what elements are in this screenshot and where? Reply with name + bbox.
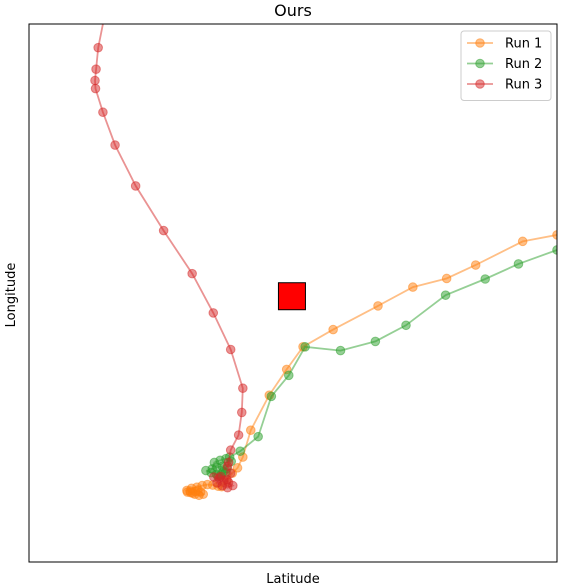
series-1-point-21 — [232, 463, 243, 473]
legend-marker-2 — [475, 58, 485, 69]
legend-label-3: Run 3 — [505, 78, 542, 93]
series-3-point-16 — [236, 407, 247, 418]
series-3-point-14 — [225, 445, 236, 455]
series-1-point-28 — [373, 301, 383, 311]
series-3-line — [94, 24, 244, 489]
series-2-point-28 — [552, 245, 557, 255]
series-2-point-18 — [253, 431, 263, 442]
series-3-point-19 — [208, 308, 219, 318]
series-1-point-33 — [552, 230, 557, 240]
series-3-point-13 — [223, 457, 234, 468]
legend-marker-1 — [475, 38, 485, 48]
series-2-point-17 — [235, 446, 245, 456]
series-2-line — [205, 249, 557, 478]
series-3-point-27 — [91, 64, 101, 74]
legend-marker-3 — [475, 79, 485, 89]
series-3-point-29 — [100, 14, 109, 23]
series-3-point-24 — [98, 107, 108, 118]
series-3-point-15 — [233, 430, 244, 440]
series-1-point-30 — [441, 273, 452, 284]
series-2-point-19 — [266, 391, 277, 402]
series-3 — [90, 14, 248, 493]
plot-area — [90, 14, 557, 501]
chart-title: Ours — [274, 1, 312, 20]
series-3-point-21 — [158, 225, 169, 236]
series-2-point-24 — [401, 320, 411, 331]
series-2-point-26 — [480, 274, 490, 284]
series-3-point-26 — [90, 75, 100, 86]
series-1-point-32 — [517, 236, 528, 247]
series-3-point-28 — [93, 42, 103, 53]
legend-label-2: Run 2 — [505, 57, 542, 72]
series-2-point-20 — [283, 370, 294, 381]
plot-frame — [28, 23, 558, 563]
series-1-point-29 — [408, 282, 418, 292]
series-1-point-23 — [245, 425, 256, 435]
series-2-point-27 — [513, 259, 524, 269]
series-1-point-31 — [470, 260, 481, 270]
series-3-point-23 — [110, 140, 120, 150]
legend-label-1: Run 1 — [505, 37, 542, 52]
series-2 — [201, 245, 557, 482]
y-axis-label: Longitude — [4, 263, 19, 328]
series-2-point-21 — [300, 342, 310, 352]
series-3-point-25 — [90, 83, 101, 94]
series-2-point-22 — [335, 345, 346, 356]
series-3-point-22 — [130, 181, 141, 191]
series-3-point-17 — [238, 383, 248, 394]
series-3-point-18 — [225, 344, 236, 355]
series-1-point-27 — [328, 324, 338, 335]
target-marker-1 — [277, 282, 306, 311]
series-2-point-25 — [440, 290, 451, 300]
series-2-point-23 — [370, 336, 381, 347]
x-axis-label: Latitude — [266, 572, 320, 586]
series-3-point-20 — [187, 268, 197, 279]
legend: Run 1 Run 2 Run 3 — [460, 30, 552, 101]
